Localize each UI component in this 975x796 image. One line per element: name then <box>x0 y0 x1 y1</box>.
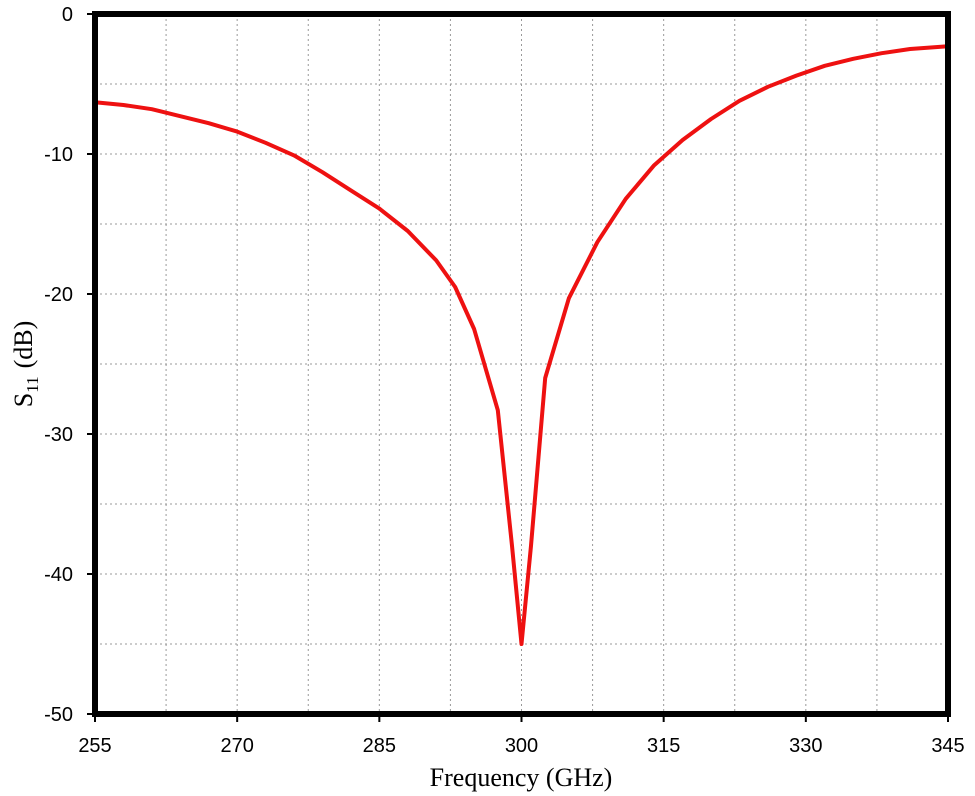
y-tick-label: -10 <box>44 144 73 166</box>
y-tick-label: -50 <box>44 704 73 726</box>
y-tick-label: -30 <box>44 424 73 446</box>
x-tick-label: 255 <box>78 735 111 757</box>
x-tick-label: 285 <box>363 735 396 757</box>
y-tick-label: -20 <box>44 284 73 306</box>
x-tick-label: 315 <box>647 735 680 757</box>
y-axis-symbol: S <box>9 393 38 407</box>
y-tick-label: -40 <box>44 564 73 586</box>
y-axis-title: S11 (dB) <box>9 321 42 408</box>
x-axis-title: Frequency (GHz) <box>430 763 613 792</box>
plot-frame <box>92 11 951 717</box>
y-axis-unit: (dB) <box>9 321 38 369</box>
x-tick-label: 270 <box>220 735 253 757</box>
x-tick-label: 330 <box>789 735 822 757</box>
x-tick-label: 300 <box>505 735 538 757</box>
y-tick-label: 0 <box>62 4 73 26</box>
x-tick-label: 345 <box>931 735 964 757</box>
data-line <box>94 44 949 646</box>
y-axis-subscript: 11 <box>23 376 42 392</box>
